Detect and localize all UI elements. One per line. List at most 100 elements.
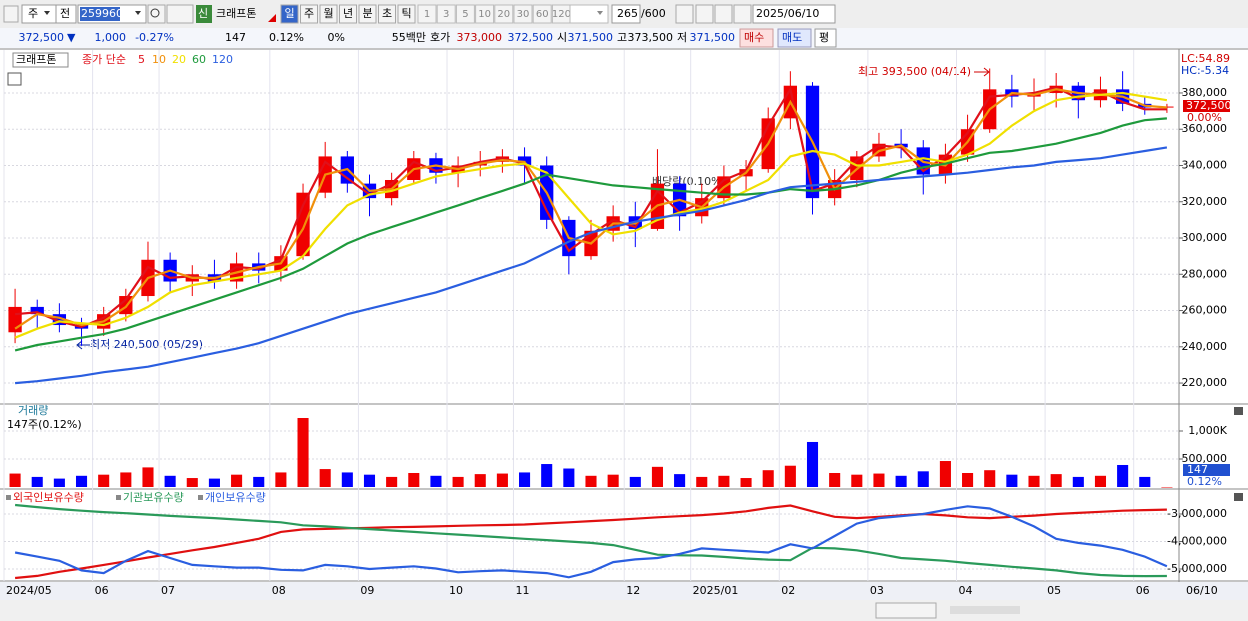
volume-bar xyxy=(386,476,398,487)
holding-line xyxy=(14,503,1167,578)
volume-badge xyxy=(1183,464,1230,476)
volume-bar xyxy=(1117,464,1129,487)
y-tick-label: 240,000 xyxy=(1182,340,1228,353)
period: 일 xyxy=(284,6,294,20)
y-tick-label: -5,000,000 xyxy=(1167,562,1227,575)
price-pct: 0.00% xyxy=(1187,111,1222,124)
x-tick-label: 06 xyxy=(95,584,109,597)
period-button[interactable] xyxy=(280,4,299,24)
volume-bar xyxy=(430,475,442,487)
interval-button[interactable] xyxy=(417,4,437,24)
period-button[interactable] xyxy=(300,4,318,24)
volume-bar xyxy=(873,473,885,487)
volume-bar xyxy=(718,475,730,487)
high-label: 고 xyxy=(617,31,627,44)
ask-label: 호가 xyxy=(430,31,450,44)
candle-body xyxy=(30,306,44,315)
sell: 매도 xyxy=(782,31,802,44)
ma-label: 종가 단순 xyxy=(82,53,126,66)
x-tick-label: 07 xyxy=(161,584,175,597)
period: 분 xyxy=(362,7,372,20)
period-button[interactable] xyxy=(339,4,357,24)
annotation-arrow xyxy=(974,67,990,77)
interval-button[interactable] xyxy=(513,4,533,24)
volume-bar xyxy=(1028,475,1040,487)
legend-swatch xyxy=(116,495,121,500)
save-button[interactable] xyxy=(714,4,733,24)
prev-button[interactable] xyxy=(55,4,77,24)
volume-bar xyxy=(984,470,996,487)
date-input[interactable] xyxy=(752,4,836,24)
search-button[interactable] xyxy=(147,4,166,24)
tool-icons[interactable] xyxy=(1025,603,1245,618)
volume-bar xyxy=(31,476,43,487)
volume-bar xyxy=(1050,474,1062,487)
tool-button[interactable] xyxy=(675,4,694,24)
interval-button[interactable] xyxy=(436,4,456,24)
x-tick-label: 10 xyxy=(449,584,463,597)
period-button[interactable] xyxy=(358,4,377,24)
interval-button[interactable] xyxy=(455,4,475,24)
table-icon[interactable] xyxy=(7,72,22,86)
interval-button[interactable] xyxy=(494,4,514,24)
buy: 매수 xyxy=(744,31,764,44)
volume-title: 거래량 xyxy=(18,404,48,417)
settings-button[interactable] xyxy=(733,4,752,24)
legend-entry: 5 xyxy=(138,53,145,66)
x-tick-label: 03 xyxy=(870,584,884,597)
open-label: 시 xyxy=(557,31,567,44)
date-axis xyxy=(0,582,1248,600)
interval-button[interactable] xyxy=(532,4,552,24)
period-button[interactable] xyxy=(319,4,338,24)
period: 주 xyxy=(304,7,314,20)
annotation-dividend: 배당락(0.10%) xyxy=(652,175,726,188)
volume-bar xyxy=(98,474,110,487)
volume-bar xyxy=(541,464,553,487)
lc-label: LC:54.89 xyxy=(1181,52,1230,65)
volume-bar xyxy=(829,472,841,487)
x-tick-label: 04 xyxy=(958,584,972,597)
volume-bar xyxy=(806,441,819,487)
volume-bar xyxy=(231,474,243,487)
legend-entry: 10 xyxy=(152,53,166,66)
volume-bar xyxy=(519,472,531,487)
icon[interactable] xyxy=(3,5,19,23)
volume-bar xyxy=(275,472,287,487)
select-box[interactable] xyxy=(569,4,609,24)
volume-bar xyxy=(962,472,974,487)
count-input[interactable] xyxy=(611,4,641,24)
period-button[interactable] xyxy=(397,4,416,24)
volume-pct: 0.12% xyxy=(269,31,304,44)
volume-bar xyxy=(1006,474,1018,487)
zoom-slider[interactable] xyxy=(950,606,1020,614)
period-button[interactable] xyxy=(378,4,396,24)
y-tick-label: 320,000 xyxy=(1182,195,1228,208)
annotation-low: 최저 240,500 (05/29) xyxy=(90,338,203,351)
y-tick-label: 380,000 xyxy=(1182,86,1228,99)
bid: 372,500 xyxy=(508,31,554,44)
y-tick-label: 280,000 xyxy=(1182,267,1228,280)
sound-button[interactable] xyxy=(166,4,194,24)
volume-bar xyxy=(208,478,220,487)
date: 2025/06/10 xyxy=(756,7,819,20)
buy-button[interactable] xyxy=(739,28,774,48)
prev: 전 xyxy=(60,7,70,20)
price: 372,500 xyxy=(19,31,65,44)
stock-name: 크래프톤 xyxy=(216,7,256,20)
interval-button[interactable] xyxy=(475,4,495,24)
close-icon[interactable] xyxy=(1234,407,1243,415)
close-icon[interactable] xyxy=(1234,493,1243,501)
ratio: 0% xyxy=(328,31,345,44)
volume-bar xyxy=(1094,475,1107,487)
volume-subtitle: 147주(0.12%) xyxy=(7,418,82,431)
sell-button[interactable] xyxy=(777,28,812,48)
ask: 373,000 xyxy=(457,31,503,44)
candle-body xyxy=(52,314,67,326)
y-tick-label: -3,000,000 xyxy=(1167,507,1227,520)
scroll-buttons[interactable] xyxy=(875,602,937,619)
change: 1,000 xyxy=(95,31,127,44)
tool-button[interactable] xyxy=(695,4,714,24)
avg-button[interactable] xyxy=(814,28,837,48)
search-icon xyxy=(150,8,160,18)
